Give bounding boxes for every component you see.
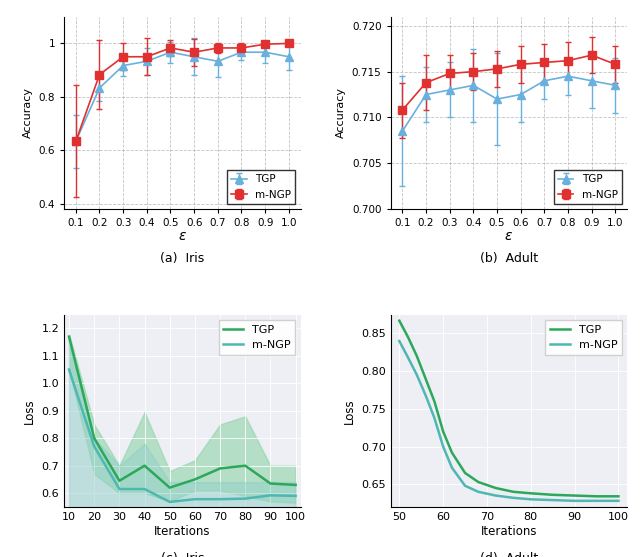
Title: (b)  Adult: (b) Adult xyxy=(480,252,538,265)
TGP xyxy=(241,462,249,469)
Line: m-NGP: m-NGP xyxy=(399,341,618,501)
Title: (c)  Iris: (c) Iris xyxy=(161,552,204,557)
Y-axis label: Accuracy: Accuracy xyxy=(23,87,33,138)
m-NGP xyxy=(413,372,420,378)
TGP xyxy=(116,477,124,484)
m-NGP xyxy=(422,392,429,399)
TGP xyxy=(614,493,622,500)
Title: (d)  Adult: (d) Adult xyxy=(480,552,538,557)
m-NGP xyxy=(267,492,275,499)
Legend: TGP, m-NGP: TGP, m-NGP xyxy=(219,320,295,355)
TGP xyxy=(571,492,579,499)
m-NGP xyxy=(474,488,482,495)
m-NGP xyxy=(527,496,534,502)
Line: m-NGP: m-NGP xyxy=(69,370,296,502)
m-NGP xyxy=(241,495,249,502)
TGP xyxy=(90,435,98,442)
X-axis label: $\epsilon$: $\epsilon$ xyxy=(178,229,187,243)
X-axis label: $\epsilon$: $\epsilon$ xyxy=(504,229,513,243)
m-NGP xyxy=(396,338,403,344)
TGP xyxy=(527,490,534,497)
Legend: TGP, m-NGP: TGP, m-NGP xyxy=(227,170,296,204)
X-axis label: Iterations: Iterations xyxy=(481,525,537,538)
TGP xyxy=(141,462,148,469)
TGP xyxy=(593,493,600,500)
TGP xyxy=(422,375,429,382)
TGP xyxy=(404,334,412,341)
m-NGP xyxy=(65,367,73,373)
m-NGP xyxy=(614,497,622,504)
TGP xyxy=(166,484,173,491)
TGP xyxy=(396,317,403,324)
TGP xyxy=(474,478,482,485)
TGP xyxy=(413,353,420,359)
m-NGP xyxy=(431,414,438,421)
TGP xyxy=(267,480,275,487)
Y-axis label: Loss: Loss xyxy=(23,398,36,423)
TGP xyxy=(65,333,73,340)
X-axis label: Iterations: Iterations xyxy=(154,525,211,538)
TGP xyxy=(431,398,438,405)
TGP xyxy=(216,465,224,472)
m-NGP xyxy=(448,465,456,471)
Line: TGP: TGP xyxy=(69,336,296,487)
m-NGP xyxy=(509,495,517,501)
TGP xyxy=(448,449,456,456)
m-NGP xyxy=(292,492,300,499)
Legend: TGP, m-NGP: TGP, m-NGP xyxy=(554,170,622,204)
Legend: TGP, m-NGP: TGP, m-NGP xyxy=(545,320,621,355)
TGP xyxy=(191,476,199,483)
Y-axis label: Accuracy: Accuracy xyxy=(336,87,346,138)
TGP xyxy=(492,485,500,491)
TGP xyxy=(439,428,447,435)
m-NGP xyxy=(216,496,224,502)
TGP xyxy=(509,488,517,495)
Title: (a)  Iris: (a) Iris xyxy=(160,252,204,265)
m-NGP xyxy=(439,443,447,450)
m-NGP xyxy=(571,497,579,504)
m-NGP xyxy=(404,354,412,361)
m-NGP xyxy=(141,486,148,492)
TGP xyxy=(549,491,557,498)
TGP xyxy=(461,470,469,476)
TGP xyxy=(292,482,300,488)
m-NGP xyxy=(191,496,199,502)
Line: TGP: TGP xyxy=(399,321,618,496)
m-NGP xyxy=(166,499,173,505)
m-NGP xyxy=(461,482,469,489)
Y-axis label: Loss: Loss xyxy=(342,398,355,423)
m-NGP xyxy=(549,497,557,504)
m-NGP xyxy=(593,497,600,504)
m-NGP xyxy=(90,443,98,450)
m-NGP xyxy=(492,492,500,499)
m-NGP xyxy=(116,486,124,492)
